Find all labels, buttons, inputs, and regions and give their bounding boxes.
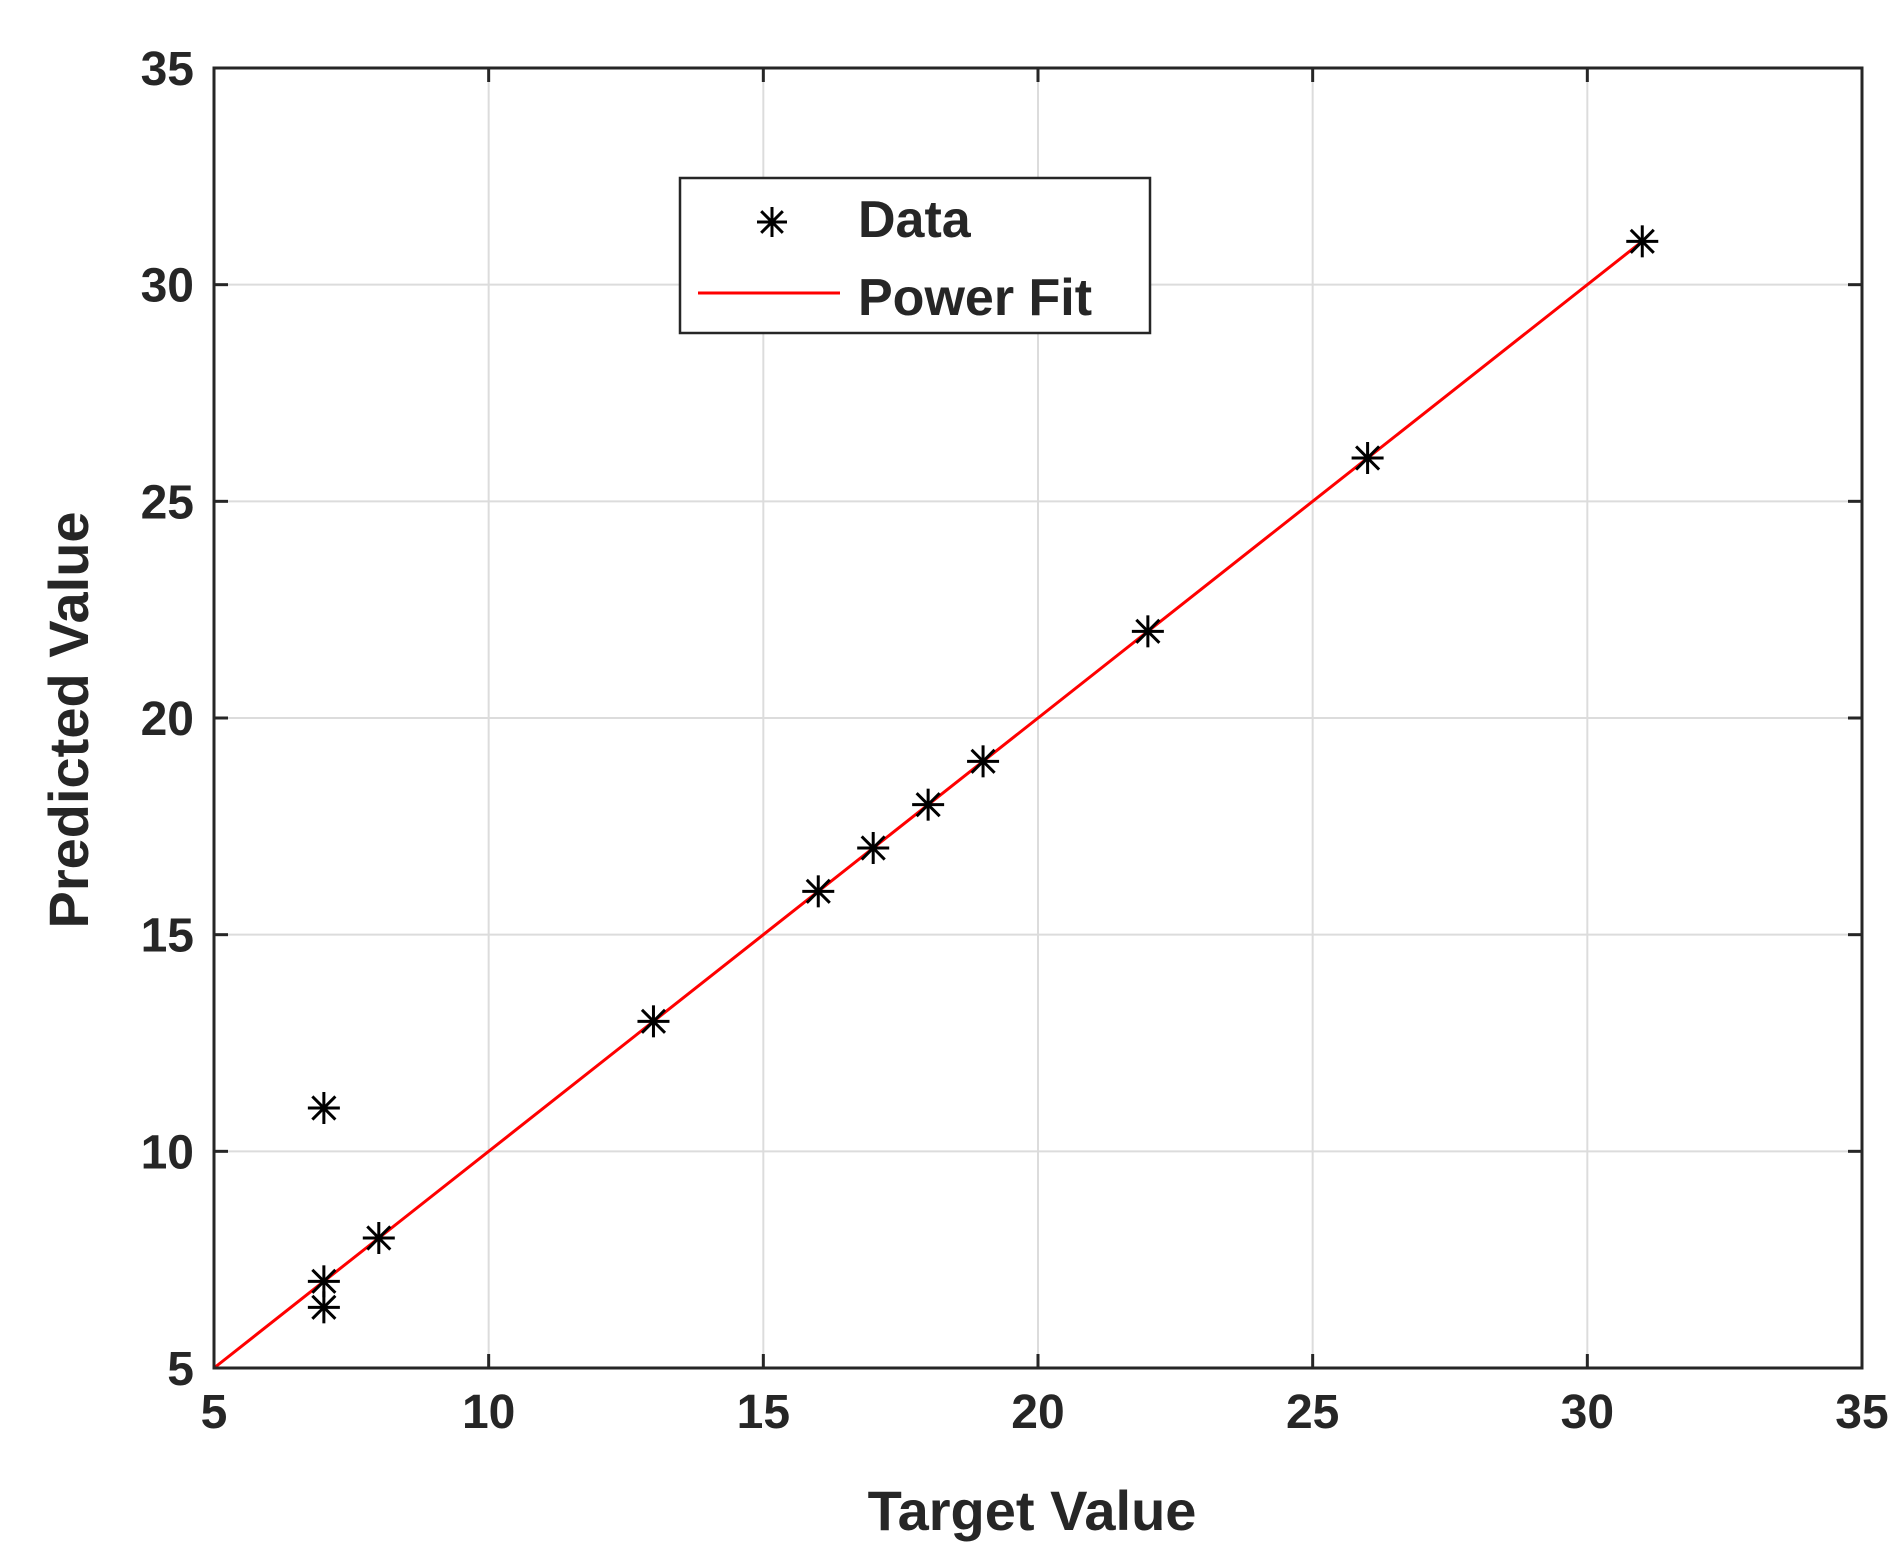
markers-layer (307, 225, 1659, 1324)
x-tick-label: 30 (1561, 1386, 1614, 1439)
data-point (802, 875, 835, 908)
data-point (362, 1222, 395, 1254)
y-tick-label: 25 (141, 476, 194, 529)
legend-data-marker (757, 207, 787, 237)
legend-data-label: Data (858, 191, 972, 249)
y-tick-label: 35 (141, 43, 194, 96)
legend-asterisk-icon (757, 207, 787, 237)
data-point (307, 1291, 340, 1324)
data-point (857, 832, 890, 864)
axis-ticks (212, 66, 1864, 1370)
y-tick-label: 10 (141, 1126, 194, 1179)
y-tick-label: 20 (141, 693, 194, 746)
x-tick-label: 10 (462, 1386, 515, 1439)
x-tick-label: 5 (201, 1386, 228, 1439)
legend-fit-label: Power Fit (858, 269, 1092, 327)
data-point (1351, 442, 1384, 474)
data-point (1626, 225, 1659, 258)
x-tick-label: 15 (737, 1386, 790, 1439)
y-tick-label: 5 (167, 1343, 194, 1396)
x-tick-label: 25 (1286, 1386, 1339, 1439)
x-tick-label: 20 (1011, 1386, 1064, 1439)
tick-labels: 5 10 15 20 25 30 35 5 10 15 20 25 30 35 (141, 43, 1889, 1439)
x-axis-label: Target Value (868, 1479, 1197, 1542)
y-axis-label: Predicted Value (37, 511, 100, 928)
data-point (967, 745, 1000, 778)
data-point (637, 1005, 670, 1038)
data-point (1131, 615, 1164, 648)
y-tick-label: 30 (141, 260, 194, 313)
legend-box (678, 176, 1152, 335)
data-point (912, 788, 945, 821)
data-point (307, 1092, 340, 1124)
y-tick-label: 15 (141, 910, 194, 963)
legend: Data Power Fit (678, 176, 1152, 335)
x-tick-label: 35 (1835, 1386, 1888, 1439)
